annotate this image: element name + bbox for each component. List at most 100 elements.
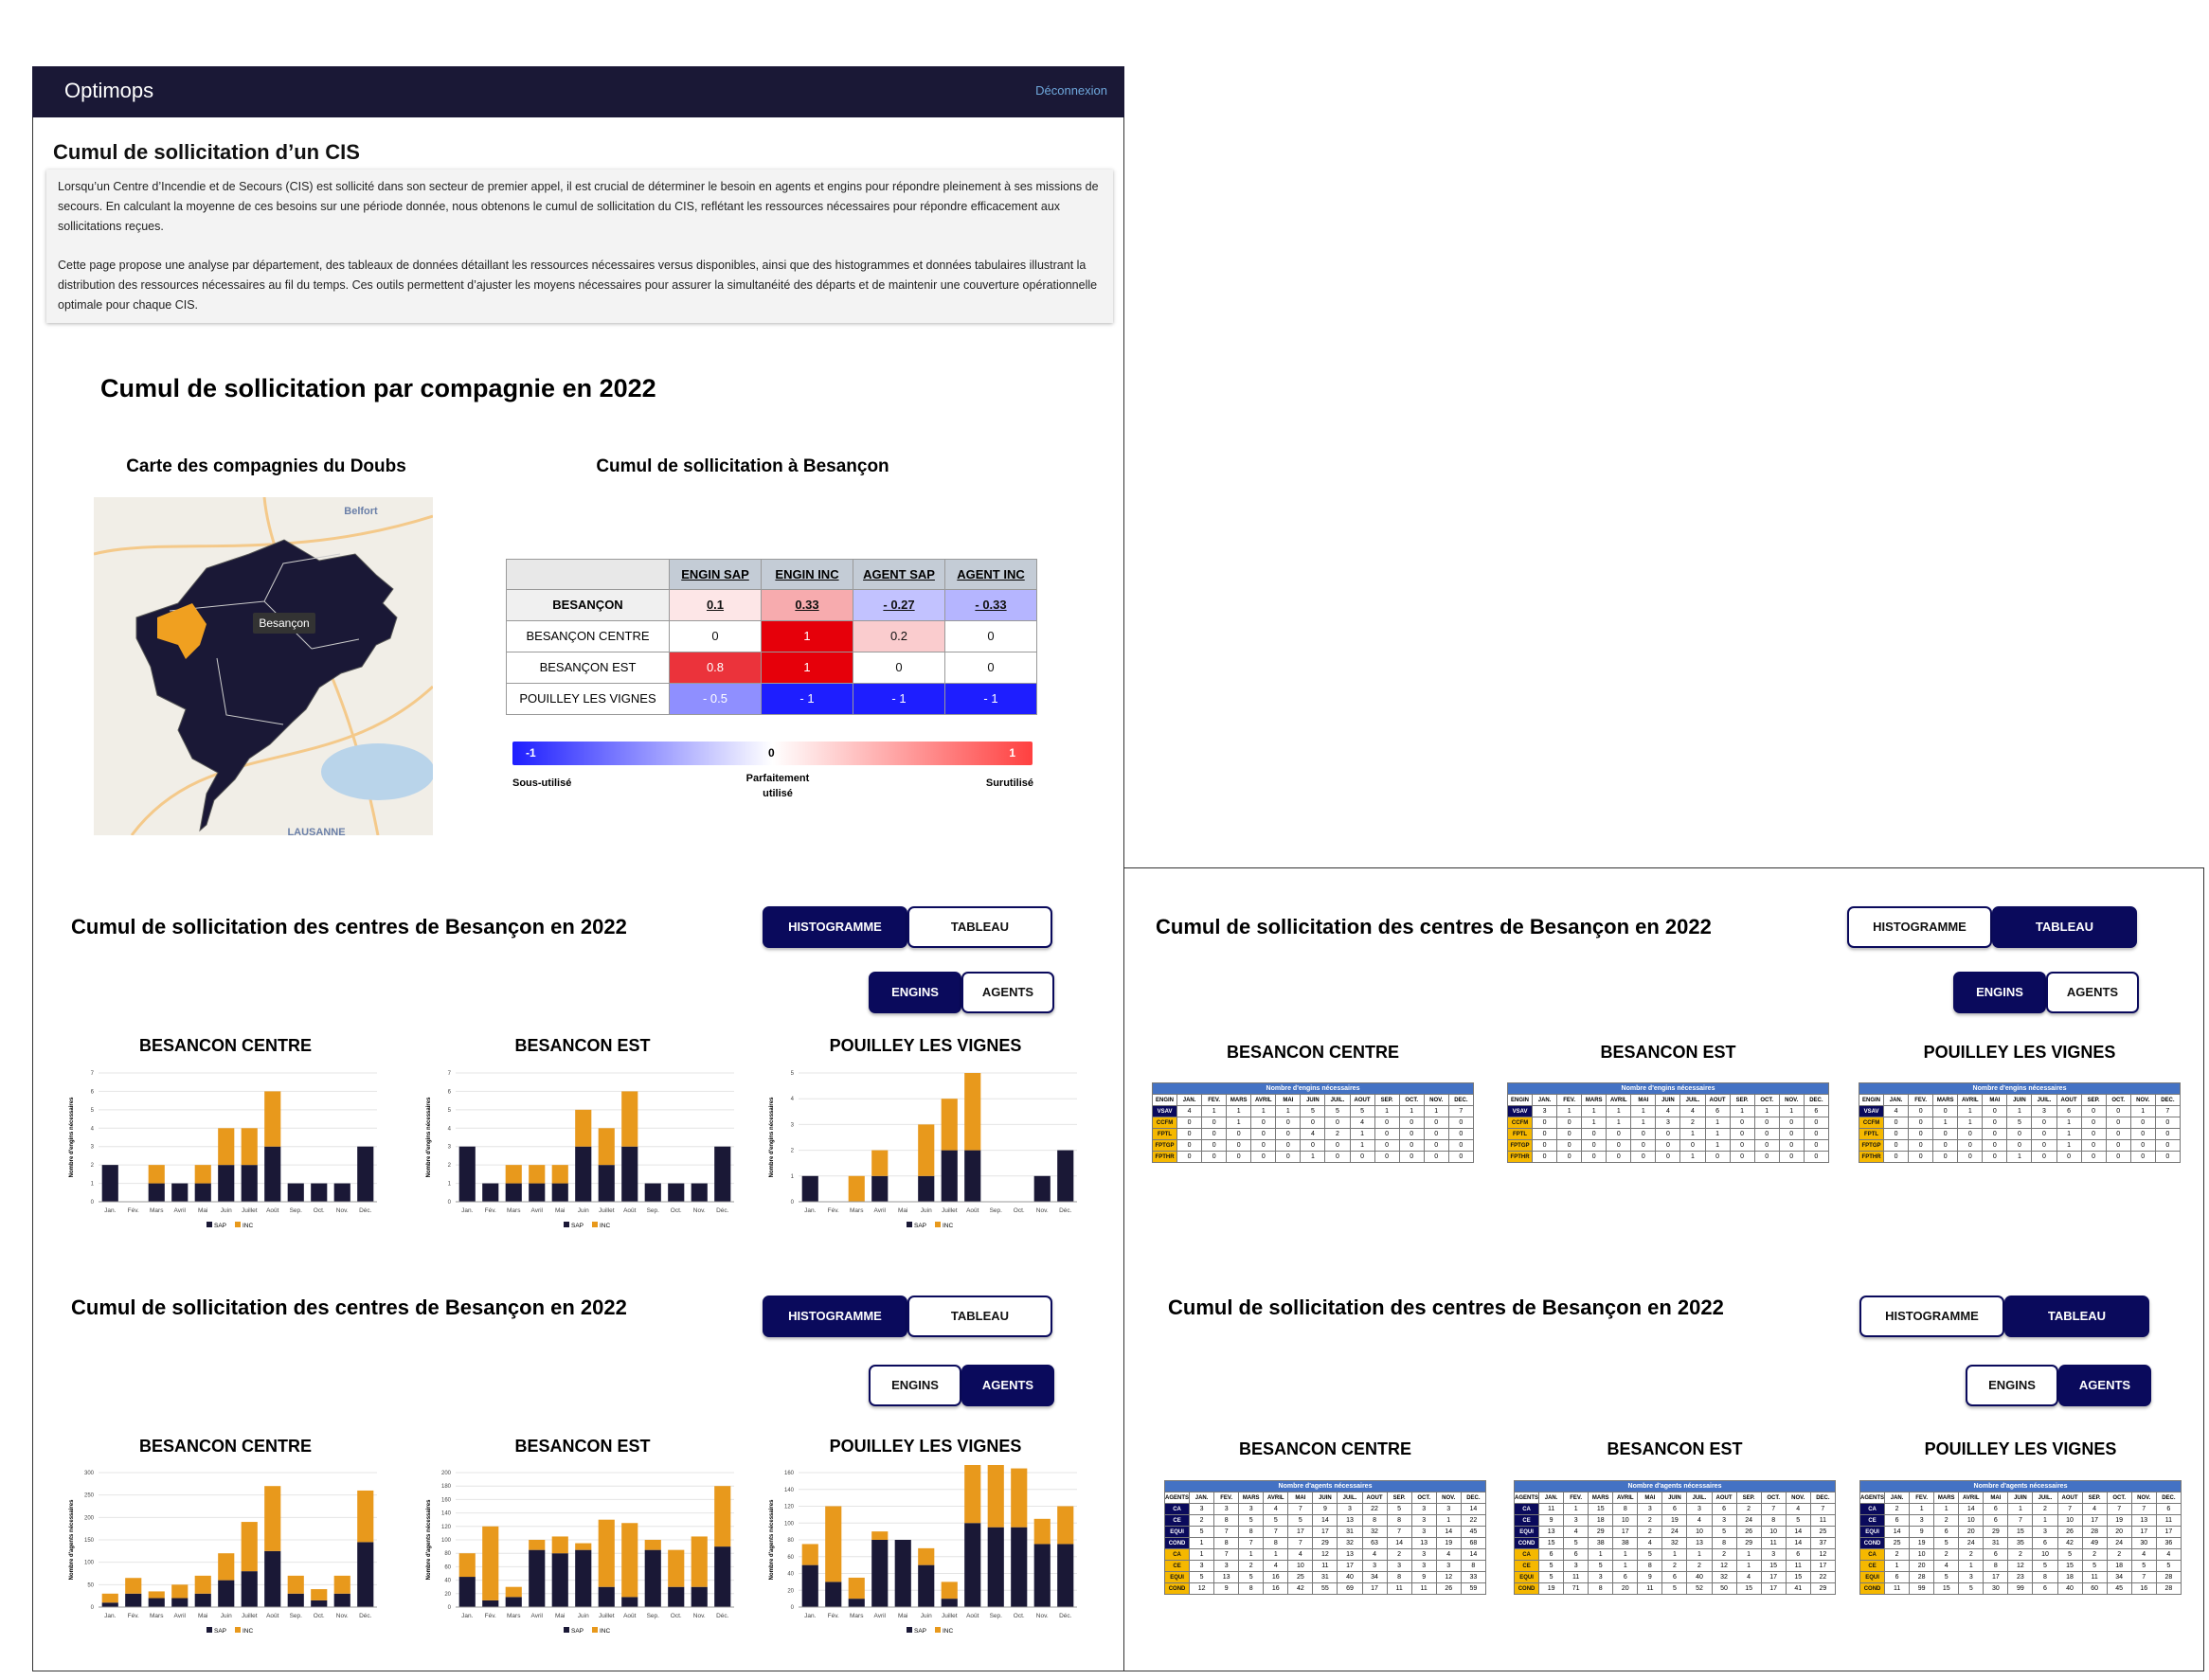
table-cell: 49 (2081, 1537, 2108, 1549)
table-cell: 0 (1655, 1151, 1681, 1163)
table-cell: 0 (1908, 1117, 1934, 1129)
bar-segment (1033, 1544, 1051, 1607)
table: Nombre d'engins nécessaires ENGIN JAN. FEV.… (1506, 1082, 1830, 1163)
x-tick-label: Juillet (942, 1613, 958, 1619)
table-cell: 6 (1563, 1548, 1589, 1561)
table-cell: 10 (1287, 1560, 1314, 1572)
x-tick-label: Août (966, 1613, 979, 1619)
type-toggle[interactable]: ENGINS (869, 972, 961, 1013)
row-label: CA (1513, 1503, 1540, 1515)
table-cell: 4 (1637, 1537, 1663, 1549)
bar-segment (311, 1589, 328, 1600)
column-header: MARS (1226, 1094, 1252, 1106)
table-cell: 40 (2056, 1582, 2083, 1595)
table-cell: 5 (2032, 1560, 2058, 1572)
column-header: AGENT INC (944, 559, 1037, 590)
y-axis-label: Nombre d'engins nécessaires (426, 1097, 432, 1177)
table-cell: 22 (1809, 1571, 1837, 1583)
type-toggle[interactable]: AGENTS (961, 1365, 1054, 1406)
view-button[interactable]: HISTOGRAMME (763, 1296, 907, 1337)
x-tick-label: Mai (898, 1613, 907, 1619)
table-cell: 0 (1423, 1151, 1449, 1163)
map-label: Besançon (259, 617, 309, 630)
table-cell: 0 (1803, 1117, 1830, 1129)
view-button[interactable]: TABLEAU (907, 1296, 1052, 1337)
table-cell: 2 (1933, 1514, 1960, 1527)
bar-segment (598, 1128, 615, 1166)
table-cell: 3 (1711, 1514, 1737, 1527)
table-cell: 7 (2007, 1514, 2034, 1527)
row-label: FPTGP (1858, 1139, 1885, 1152)
table-cell: 7 (1760, 1503, 1787, 1515)
x-tick-label: Août (966, 1207, 979, 1214)
table-row: CCFM 0 0 1 0 0 0 0 4 0 0 0 0 (1151, 1117, 1475, 1129)
table-cell: 13 (1538, 1526, 1565, 1538)
column-header: AVRIL (1606, 1094, 1632, 1106)
legend-swatch (935, 1222, 941, 1227)
table-row: CCFM 0 0 1 1 0 5 0 1 0 0 0 0 (1858, 1117, 2182, 1129)
type-toggle[interactable]: ENGINS (1953, 972, 2046, 1013)
table-cell: 5 (1238, 1514, 1265, 1527)
table: ENGIN SAP ENGIN INC AGENT SAP AGENT INC BESA… (506, 559, 1037, 715)
table-cell: 50 (1711, 1582, 1737, 1595)
table-cell: 3 (1189, 1503, 1215, 1515)
data-table: Nombre d'agents nécessaires AGENTS JAN. FEV… (1163, 1480, 1487, 1595)
table-cell: 8 (1588, 1582, 1614, 1595)
bar-segment (311, 1183, 328, 1202)
bar-segment (621, 1146, 638, 1202)
table-row: COND 12 9 8 16 42 55 69 17 11 11 26 59 (1163, 1582, 1487, 1595)
table-cell: 52 (1686, 1582, 1713, 1595)
column-header: MARS (1581, 1094, 1607, 1106)
bar-segment (218, 1128, 235, 1166)
type-toggle[interactable]: AGENTS (2058, 1365, 2151, 1406)
table-row: COND 19 71 8 20 11 5 52 50 15 17 41 29 (1513, 1582, 1837, 1595)
table-cell: 0 (1556, 1128, 1583, 1140)
table-cell: 4 (2155, 1548, 2182, 1561)
table-cell: 8 (1612, 1503, 1639, 1515)
column-header: JAN. (1176, 1094, 1203, 1106)
table-cell: 0 (1778, 1139, 1805, 1152)
bar-segment (575, 1109, 592, 1147)
row-label: CE (1163, 1560, 1191, 1572)
logout-link[interactable]: Déconnexion (1035, 83, 1107, 98)
type-toggle[interactable]: ENGINS (1966, 1365, 2058, 1406)
type-toggle[interactable]: AGENTS (2046, 972, 2139, 1013)
table-title: Cumul de sollicitation à Besançon (596, 456, 889, 476)
view-button[interactable]: TABLEAU (2004, 1296, 2149, 1337)
table-caption: Nombre d'engins nécessaires (1507, 1082, 1829, 1095)
table-cell: 0 (2105, 1139, 2131, 1152)
table-cell: 6 (1661, 1503, 1688, 1515)
type-toggle[interactable]: AGENTS (961, 972, 1054, 1013)
table-cell: 0 (1729, 1139, 1755, 1152)
legend-label: INC (943, 1223, 954, 1229)
column-header: AGENT SAP (853, 559, 945, 590)
table-cell: 7 (1447, 1105, 1475, 1117)
type-toggle[interactable]: ENGINS (869, 1365, 961, 1406)
table-cell: 24 (1661, 1526, 1688, 1538)
view-button[interactable]: HISTOGRAMME (1847, 906, 1992, 948)
view-button[interactable]: HISTOGRAMME (763, 906, 907, 948)
table-cell: 4 (1563, 1526, 1589, 1538)
table-cell: 8 (1460, 1560, 1487, 1572)
view-button[interactable]: TABLEAU (1992, 906, 2137, 948)
table-cell: 0 (1201, 1151, 1228, 1163)
y-tick-label: 3 (791, 1122, 795, 1128)
row-label: CA (1163, 1503, 1191, 1515)
column-header: AVRIL (1263, 1492, 1289, 1504)
table-cell: 6 (1803, 1105, 1830, 1117)
table-cell: 0 (1606, 1139, 1632, 1152)
bar-segment (529, 1165, 546, 1184)
y-tick-label: 60 (444, 1564, 451, 1570)
table-cell: 10 (1909, 1548, 1935, 1561)
view-button[interactable]: TABLEAU (907, 906, 1052, 948)
view-button[interactable]: HISTOGRAMME (1859, 1296, 2004, 1337)
table-cell: 9 (1637, 1571, 1663, 1583)
column-header: DEC. (1809, 1492, 1837, 1504)
table-cell: 3 (1410, 1526, 1437, 1538)
row-label: CA (1513, 1548, 1540, 1561)
x-tick-label: Sep. (990, 1613, 1003, 1619)
column-header: DEC. (2154, 1094, 2182, 1106)
table-cell: 4 (1263, 1560, 1289, 1572)
bar-segment (505, 1597, 522, 1607)
table-cell: 0 (1532, 1151, 1558, 1163)
